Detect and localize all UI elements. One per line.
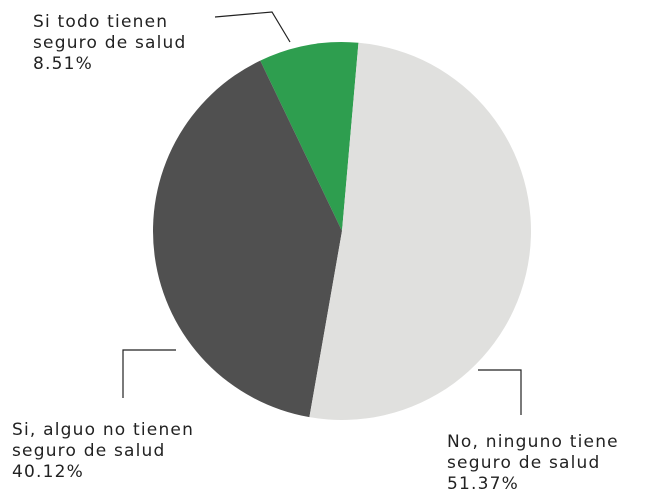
category-label: No, ninguno tiene seguro de salud bbox=[447, 432, 619, 473]
leader-line bbox=[122, 349, 176, 398]
pie-slice bbox=[309, 42, 532, 421]
leader-line bbox=[478, 369, 522, 415]
slice-label: Si todo tienen seguro de salud 8.51% bbox=[33, 12, 218, 75]
value-label: 51.37% bbox=[447, 474, 520, 494]
slice-label: Si, alguo no tienen seguro de salud 40.1… bbox=[12, 420, 247, 483]
category-label: Si todo tienen seguro de salud bbox=[33, 12, 187, 53]
value-label: 40.12% bbox=[12, 462, 85, 482]
pie-slice bbox=[260, 41, 359, 231]
leader-line bbox=[214, 11, 291, 43]
slice-label: No, ninguno tiene seguro de salud 51.37% bbox=[447, 432, 663, 495]
value-label: 8.51% bbox=[33, 54, 94, 74]
pie-slice bbox=[153, 60, 342, 418]
category-label: Si, alguo no tienen seguro de salud bbox=[12, 420, 195, 461]
